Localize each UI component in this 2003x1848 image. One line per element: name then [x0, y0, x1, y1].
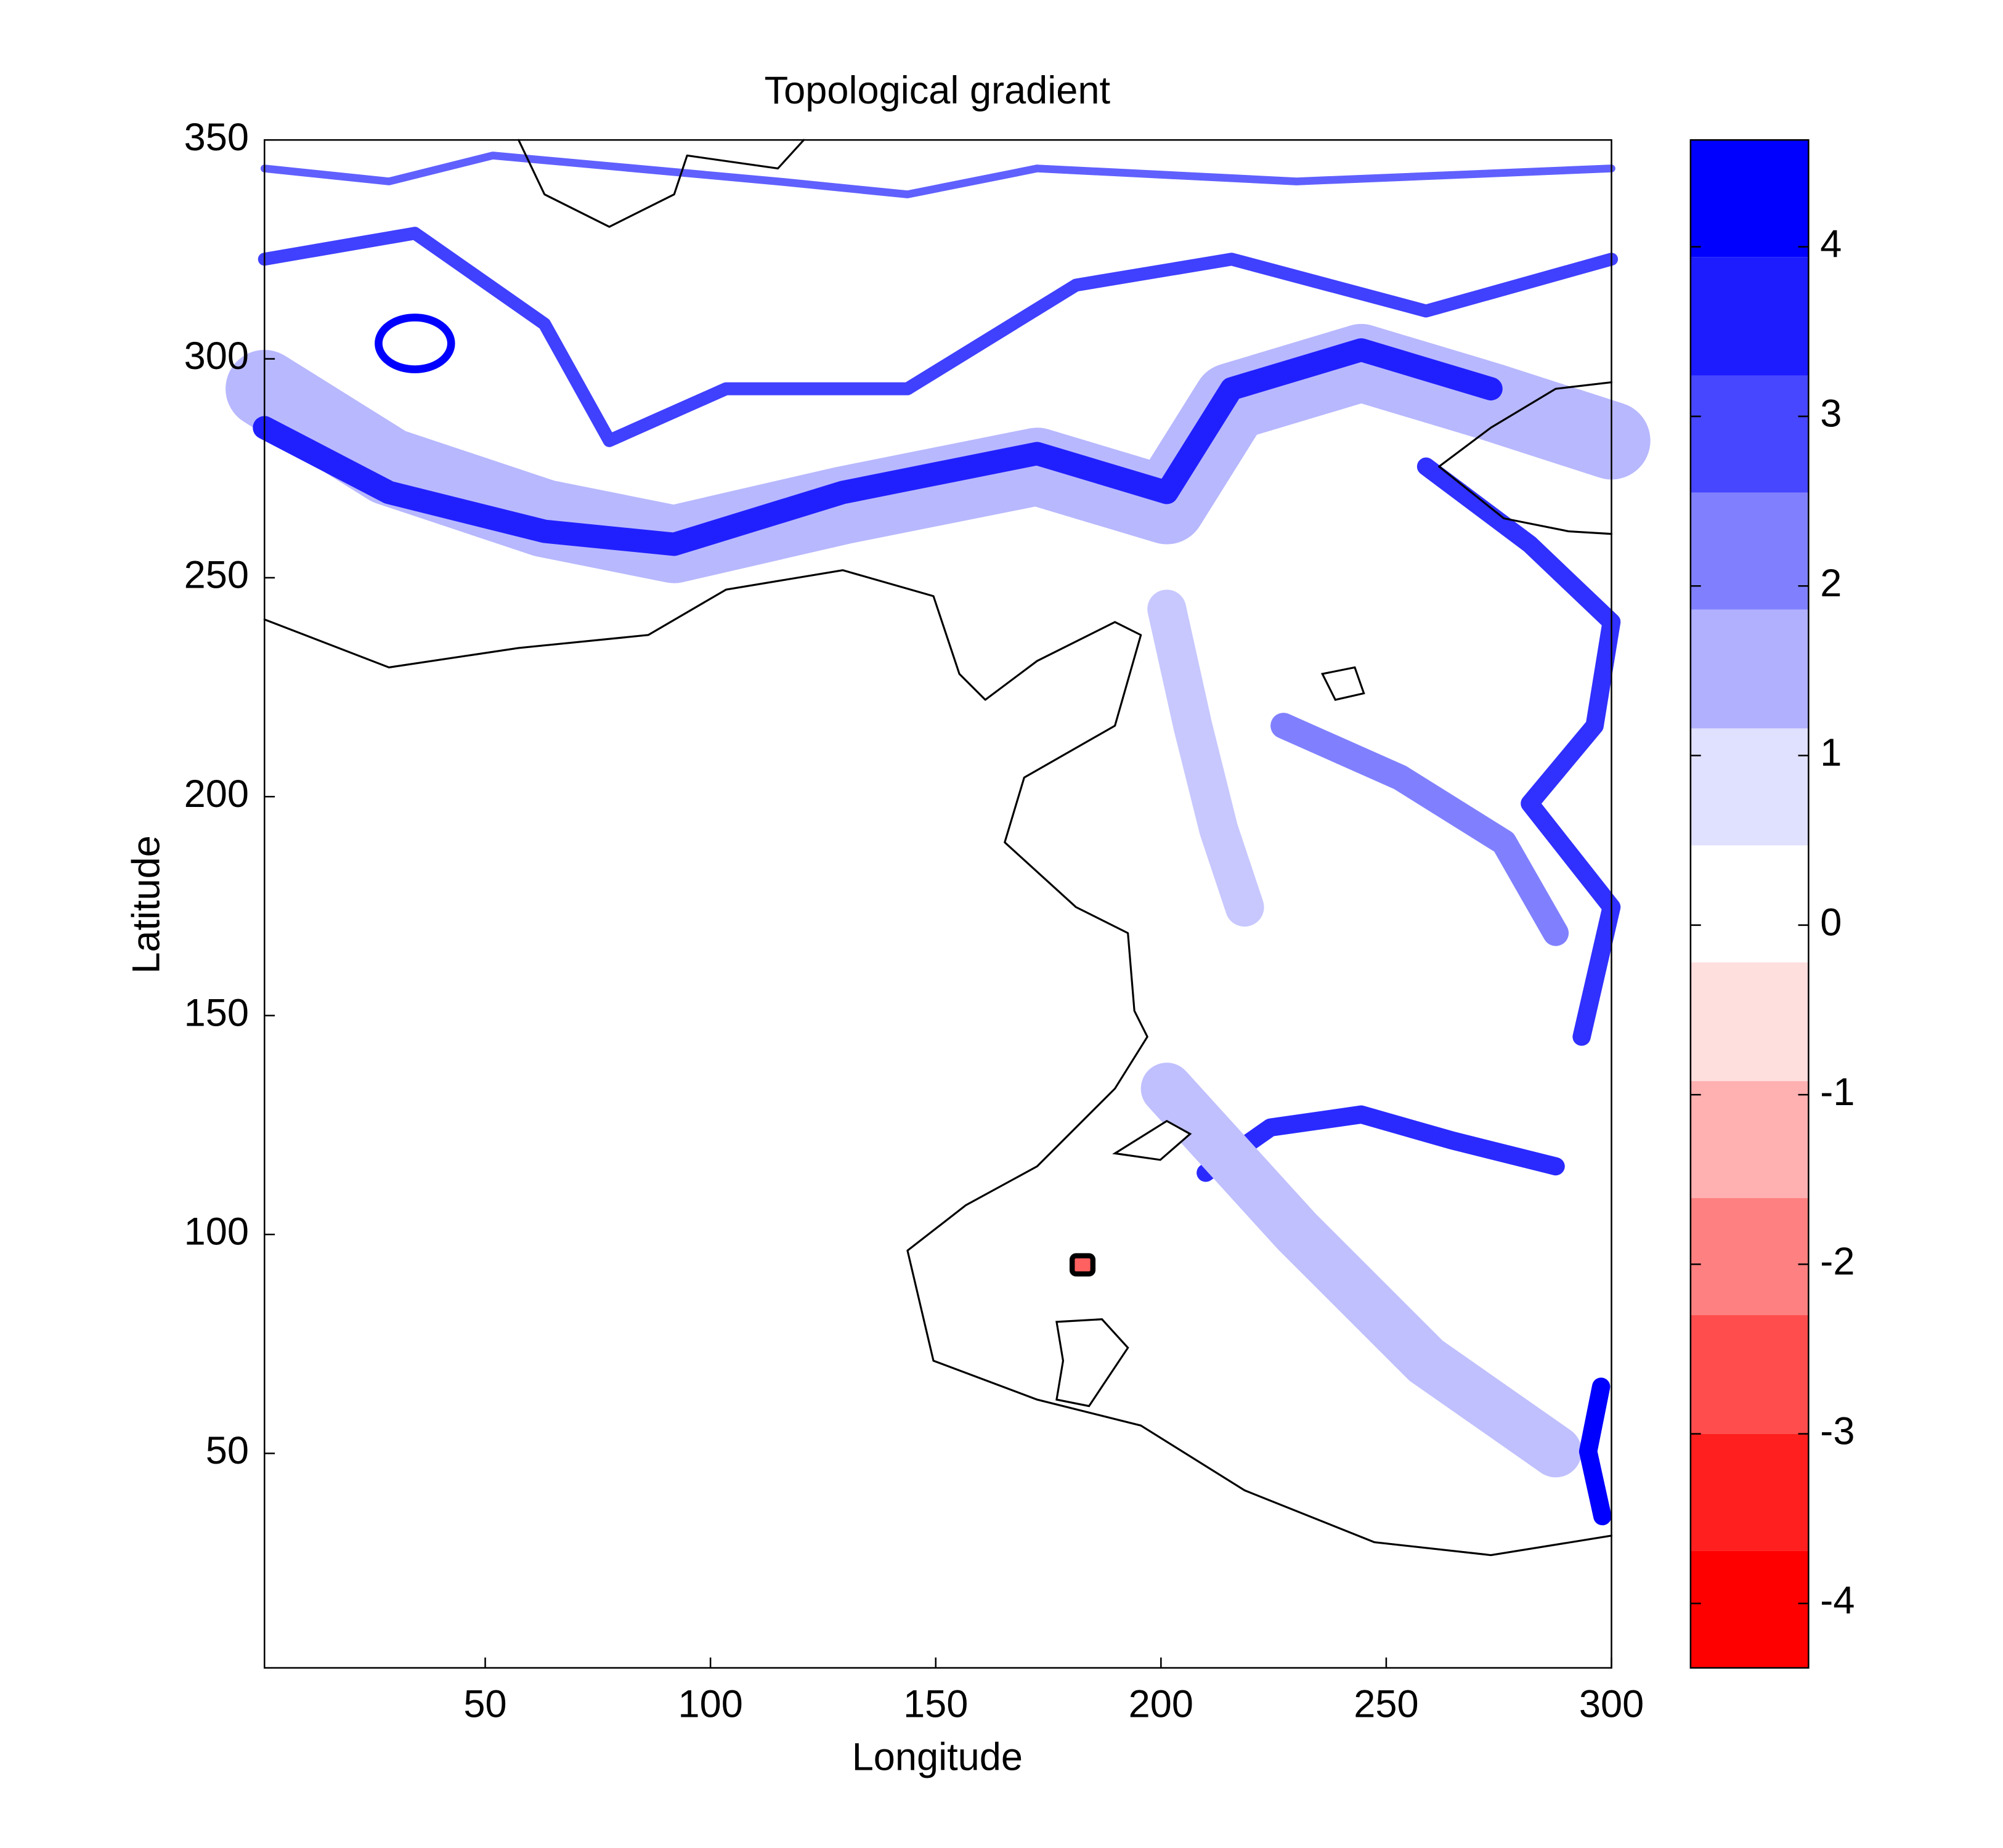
- y-tick-label: 100: [184, 1210, 249, 1254]
- colorbar-band: [1690, 1550, 1809, 1668]
- island: [1320, 666, 1365, 701]
- colorbar-tick-label: 3: [1820, 392, 1842, 436]
- colorbar-band: [1690, 609, 1809, 729]
- contour-band: [253, 338, 1503, 556]
- y-axis-label: Latitude: [125, 835, 168, 974]
- colorbar-tick-label: -2: [1820, 1240, 1855, 1283]
- x-tick-label: 250: [1354, 1682, 1418, 1725]
- y-tick-label: 300: [184, 334, 249, 378]
- contour-band: [1140, 1063, 1582, 1478]
- colorbar-band: [1690, 1198, 1809, 1315]
- colorbar-band: [1690, 492, 1809, 610]
- x-tick-label: 150: [903, 1682, 968, 1725]
- x-tick-label: 50: [463, 1682, 506, 1725]
- contour-field: [225, 139, 1651, 1557]
- colorbar-tick-label: 4: [1820, 222, 1842, 265]
- colorbar-band: [1690, 1315, 1809, 1434]
- x-axis-label: Longitude: [852, 1736, 1023, 1779]
- coastline: [518, 139, 805, 228]
- colorbar-band: [1690, 962, 1809, 1082]
- contour-band: [1416, 457, 1621, 1046]
- y-tick-label: 250: [184, 554, 249, 597]
- colorbar-tick-label: 1: [1820, 731, 1842, 774]
- contour-band: [1147, 590, 1264, 927]
- island: [1055, 1318, 1129, 1408]
- y-tick-label: 350: [184, 116, 249, 159]
- colorbar-band: [1690, 257, 1809, 376]
- x-tick-label: 200: [1129, 1682, 1193, 1725]
- colorbar-band: [1690, 375, 1809, 493]
- plot-frame: [263, 139, 1612, 1669]
- y-tick-label: 200: [184, 772, 249, 816]
- colorbar-band: [1690, 1433, 1809, 1551]
- colorbar-band: [1690, 728, 1809, 846]
- contour-ring: [375, 314, 455, 373]
- contour-band: [260, 152, 1615, 198]
- colorbar-tick-label: -1: [1820, 1071, 1855, 1114]
- colorbar-band: [1690, 140, 1809, 257]
- y-tick-label: 50: [206, 1429, 249, 1472]
- chart-title: Topological gradient: [765, 69, 1111, 112]
- x-tick-label: 100: [678, 1682, 742, 1725]
- colorbar-tick-label: 2: [1820, 562, 1842, 605]
- island: [1112, 1119, 1192, 1161]
- colorbar-band: [1690, 845, 1809, 963]
- coastline: [1438, 381, 1613, 535]
- colorbar-frame: [1689, 139, 1810, 1669]
- colorbar-band: [1690, 1081, 1809, 1199]
- colorbar-tick-label: -3: [1820, 1409, 1855, 1453]
- contour-band: [1270, 713, 1569, 946]
- contour-band: [258, 227, 1619, 447]
- x-tick-label: 300: [1579, 1682, 1644, 1725]
- colorbar-tick-label: 0: [1820, 901, 1842, 944]
- contour-band: [225, 323, 1651, 583]
- coastline: [263, 569, 1613, 1557]
- y-tick-label: 150: [184, 991, 249, 1034]
- contour-marker: [1069, 1253, 1096, 1277]
- contour-band: [1578, 1377, 1612, 1526]
- colorbar-tick-label: -4: [1820, 1579, 1855, 1623]
